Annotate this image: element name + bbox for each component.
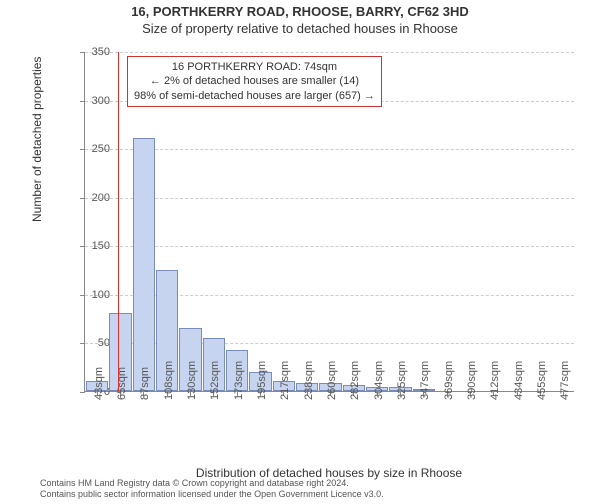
annotation-line2: ← 2% of detached houses are smaller (14) (134, 74, 375, 88)
xtick-label: 87sqm (139, 367, 151, 400)
plot-area: 05010015020025030035043sqm65sqm87sqm108s… (84, 52, 574, 392)
gridline (85, 198, 574, 199)
xtick-label: 108sqm (163, 361, 175, 400)
ytick-label: 200 (82, 192, 110, 204)
footer-line2: Contains public sector information licen… (40, 489, 384, 500)
xtick-label: 152sqm (209, 361, 221, 400)
ytick-label: 250 (82, 143, 110, 155)
xtick-label: 260sqm (326, 361, 338, 400)
ytick-label: 50 (82, 337, 110, 349)
histogram-bar (133, 138, 155, 391)
xtick-label: 282sqm (349, 361, 361, 400)
gridline (85, 246, 574, 247)
footer-attribution: Contains HM Land Registry data © Crown c… (40, 478, 384, 501)
xtick-label: 455sqm (536, 361, 548, 400)
xtick-label: 195sqm (256, 361, 268, 400)
xtick-label: 130sqm (186, 361, 198, 400)
page-title-line1: 16, PORTHKERRY ROAD, RHOOSE, BARRY, CF62… (0, 4, 600, 19)
annotation-line3: 98% of semi-detached houses are larger (… (134, 89, 375, 103)
ytick-label: 300 (82, 95, 110, 107)
gridline (85, 52, 574, 53)
xtick-label: 43sqm (93, 367, 105, 400)
annotation-line1: 16 PORTHKERRY ROAD: 74sqm (134, 60, 375, 74)
ytick-label: 100 (82, 289, 110, 301)
xtick-label: 304sqm (373, 361, 385, 400)
ytick-label: 350 (82, 46, 110, 58)
footer-line1: Contains HM Land Registry data © Crown c… (40, 478, 384, 489)
xtick-label: 412sqm (489, 361, 501, 400)
xtick-label: 217sqm (279, 361, 291, 400)
page-title-line2: Size of property relative to detached ho… (0, 21, 600, 36)
chart-container: Number of detached properties 0501001502… (54, 52, 574, 432)
gridline (85, 149, 574, 150)
xtick-label: 434sqm (513, 361, 525, 400)
ytick-label: 150 (82, 240, 110, 252)
xtick-label: 238sqm (303, 361, 315, 400)
annotation-box: 16 PORTHKERRY ROAD: 74sqm ← 2% of detach… (127, 56, 382, 107)
xtick-label: 325sqm (396, 361, 408, 400)
y-axis-label: Number of detached properties (30, 57, 44, 222)
xtick-label: 173sqm (233, 361, 245, 400)
xtick-label: 347sqm (419, 361, 431, 400)
xtick-label: 390sqm (466, 361, 478, 400)
reference-line (118, 52, 119, 391)
xtick-label: 477sqm (559, 361, 571, 400)
xtick-label: 369sqm (443, 361, 455, 400)
